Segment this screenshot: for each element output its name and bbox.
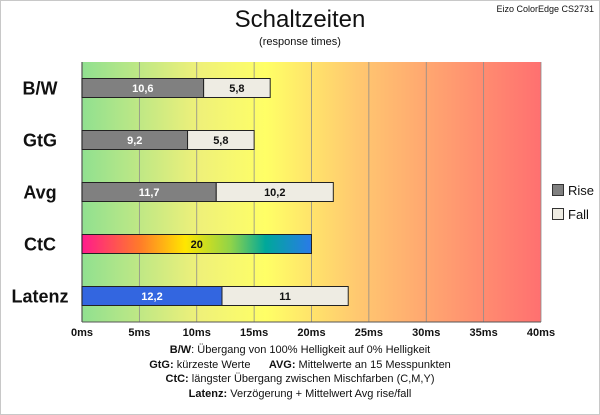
- legend-item-rise: Rise: [552, 178, 594, 202]
- notes: B/W: Übergang von 100% Helligkeit auf 0%…: [0, 343, 600, 401]
- category-label: Latenz: [11, 287, 68, 307]
- category-label: B/W: [23, 79, 58, 99]
- x-tick-label: 15ms: [240, 327, 268, 339]
- rise-swatch: [552, 184, 564, 196]
- fall-swatch: [552, 208, 564, 220]
- x-tick-label: 40ms: [527, 327, 555, 339]
- bar-rise: [81, 234, 312, 254]
- bar-fall: [221, 286, 349, 306]
- legend-label-fall: Fall: [568, 206, 589, 222]
- bar-fall: [215, 182, 334, 202]
- bar-fall-label: 5,8: [229, 83, 244, 95]
- note-gtg-avg: GtG: kürzeste Werte AVG: Mittelwerte an …: [149, 358, 451, 371]
- monitor-label: Eizo ColorEdge CS2731: [496, 4, 594, 14]
- chart-subtitle: (response times): [259, 36, 341, 48]
- bar-rise-label: 11,7: [139, 187, 160, 199]
- note-bw: B/W: Übergang von 100% Helligkeit auf 0%…: [169, 344, 431, 356]
- x-tick-label: 35ms: [470, 327, 498, 339]
- bar-fall: [203, 78, 271, 98]
- category-labels: B/W GtG Avg CtC Latenz: [11, 79, 68, 307]
- bar-rise-label: 12,2: [141, 291, 162, 303]
- legend-item-fall: Fall: [552, 202, 594, 226]
- x-tick-label: 10ms: [183, 327, 211, 339]
- bar-fall-label: 10,2: [264, 187, 285, 199]
- category-label: Avg: [23, 183, 56, 203]
- legend: Rise Fall: [552, 178, 594, 226]
- category-label: CtC: [24, 235, 56, 255]
- x-tick-label: 5ms: [128, 327, 150, 339]
- x-tick-labels: 0ms 5ms 10ms 15ms 20ms 25ms 30ms 35ms 40ms: [71, 327, 555, 339]
- legend-label-rise: Rise: [568, 182, 595, 198]
- bars: 10,6 5,8 9,2 5,8 11,7 10,2 20 12,2 11: [81, 78, 349, 306]
- x-tick-label: 0ms: [71, 327, 93, 339]
- bar-fall-label: 5,8: [213, 135, 228, 147]
- note-latenz: Latenz: Verzögerung + Mittelwert Avg ris…: [188, 387, 412, 400]
- x-tick-label: 30ms: [412, 327, 440, 339]
- x-tick-label: 20ms: [297, 327, 325, 339]
- bar-rise-label: 20: [191, 239, 203, 251]
- bar-rise-label: 10,6: [132, 83, 153, 95]
- category-label: GtG: [23, 131, 57, 151]
- bar-fall-label: 11: [279, 291, 291, 303]
- bar-rise-label: 9,2: [127, 135, 142, 147]
- bar-fall: [187, 130, 255, 150]
- note-ctc: CtC: längster Übergang zwischen Mischfar…: [165, 373, 435, 385]
- x-tick-label: 25ms: [355, 327, 383, 339]
- chart-title: Schaltzeiten: [234, 6, 366, 33]
